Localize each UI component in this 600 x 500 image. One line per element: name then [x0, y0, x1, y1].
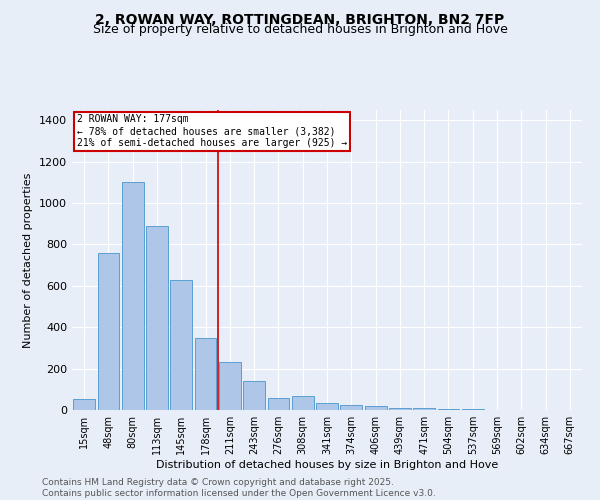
Bar	[292, 396, 314, 410]
Text: Contains HM Land Registry data © Crown copyright and database right 2025.
Contai: Contains HM Land Registry data © Crown c…	[42, 478, 436, 498]
Bar	[413, 408, 435, 410]
Bar	[122, 182, 143, 410]
Bar	[389, 408, 411, 410]
Bar	[437, 409, 460, 410]
Bar	[146, 226, 168, 410]
Bar	[340, 405, 362, 410]
Bar	[365, 406, 386, 410]
X-axis label: Distribution of detached houses by size in Brighton and Hove: Distribution of detached houses by size …	[156, 460, 498, 470]
Bar	[170, 280, 192, 410]
Bar	[243, 381, 265, 410]
Text: Size of property relative to detached houses in Brighton and Hove: Size of property relative to detached ho…	[92, 22, 508, 36]
Y-axis label: Number of detached properties: Number of detached properties	[23, 172, 34, 348]
Text: 2, ROWAN WAY, ROTTINGDEAN, BRIGHTON, BN2 7FP: 2, ROWAN WAY, ROTTINGDEAN, BRIGHTON, BN2…	[95, 12, 505, 26]
Text: 2 ROWAN WAY: 177sqm
← 78% of detached houses are smaller (3,382)
21% of semi-det: 2 ROWAN WAY: 177sqm ← 78% of detached ho…	[77, 114, 347, 148]
Bar	[194, 338, 217, 410]
Bar	[73, 398, 95, 410]
Bar	[219, 362, 241, 410]
Bar	[268, 398, 289, 410]
Bar	[316, 403, 338, 410]
Bar	[97, 253, 119, 410]
